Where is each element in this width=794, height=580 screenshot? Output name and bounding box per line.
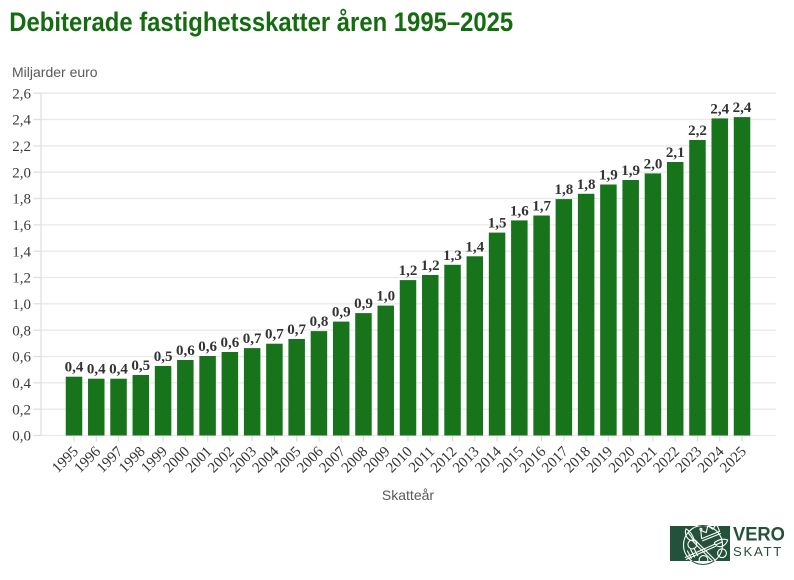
svg-text:0,6: 0,6 bbox=[198, 339, 217, 355]
svg-text:Debiterade fastighetsskatter å: Debiterade fastighetsskatter åren 1995–2… bbox=[9, 8, 513, 38]
svg-text:Skatteår: Skatteår bbox=[382, 487, 434, 503]
svg-text:1,6: 1,6 bbox=[510, 203, 529, 219]
svg-text:0,0: 0,0 bbox=[12, 429, 31, 445]
svg-text:2,4: 2,4 bbox=[12, 113, 31, 129]
svg-text:1,0: 1,0 bbox=[376, 289, 395, 305]
svg-text:0,6: 0,6 bbox=[12, 350, 31, 366]
svg-text:0,4: 0,4 bbox=[12, 376, 31, 392]
svg-text:2,4: 2,4 bbox=[710, 101, 729, 117]
svg-text:1,7: 1,7 bbox=[532, 199, 551, 215]
svg-text:1,4: 1,4 bbox=[12, 244, 31, 260]
svg-text:0,4: 0,4 bbox=[87, 362, 106, 378]
svg-text:0,5: 0,5 bbox=[131, 358, 150, 374]
svg-text:1,2: 1,2 bbox=[421, 258, 440, 274]
svg-text:0,7: 0,7 bbox=[287, 322, 306, 338]
svg-text:0,9: 0,9 bbox=[332, 305, 351, 321]
svg-text:0,8: 0,8 bbox=[310, 314, 329, 330]
svg-text:0,4: 0,4 bbox=[109, 362, 128, 378]
svg-text:0,5: 0,5 bbox=[154, 349, 173, 365]
svg-text:2,6: 2,6 bbox=[12, 86, 31, 102]
svg-text:1,8: 1,8 bbox=[554, 182, 573, 198]
svg-text:1,2: 1,2 bbox=[12, 271, 31, 287]
svg-text:2,2: 2,2 bbox=[12, 139, 31, 155]
svg-text:1,6: 1,6 bbox=[12, 218, 31, 234]
svg-text:SKATT: SKATT bbox=[733, 544, 783, 559]
svg-text:2,0: 2,0 bbox=[644, 156, 663, 172]
svg-text:2,2: 2,2 bbox=[688, 123, 707, 139]
svg-text:0,7: 0,7 bbox=[243, 331, 262, 347]
svg-text:0,7: 0,7 bbox=[265, 327, 284, 343]
svg-text:1,3: 1,3 bbox=[443, 248, 462, 264]
svg-text:1,2: 1,2 bbox=[399, 263, 418, 279]
svg-text:0,6: 0,6 bbox=[220, 335, 239, 351]
svg-text:1,8: 1,8 bbox=[577, 177, 596, 193]
svg-text:1,8: 1,8 bbox=[12, 192, 31, 208]
svg-text:0,2: 0,2 bbox=[12, 402, 31, 418]
svg-text:1,5: 1,5 bbox=[488, 216, 507, 232]
svg-text:2,0: 2,0 bbox=[12, 165, 31, 181]
svg-text:1,9: 1,9 bbox=[599, 168, 618, 184]
svg-text:Miljarder euro: Miljarder euro bbox=[12, 64, 98, 80]
svg-text:0,8: 0,8 bbox=[12, 323, 31, 339]
svg-text:0,6: 0,6 bbox=[176, 343, 195, 359]
svg-text:0,9: 0,9 bbox=[354, 296, 373, 312]
svg-text:1,0: 1,0 bbox=[12, 297, 31, 313]
svg-text:2,4: 2,4 bbox=[733, 100, 752, 116]
svg-text:1,9: 1,9 bbox=[621, 163, 640, 179]
svg-text:VERO: VERO bbox=[733, 524, 785, 546]
svg-text:0,4: 0,4 bbox=[65, 360, 84, 376]
svg-text:2,1: 2,1 bbox=[666, 145, 685, 161]
svg-text:1,4: 1,4 bbox=[465, 239, 484, 255]
